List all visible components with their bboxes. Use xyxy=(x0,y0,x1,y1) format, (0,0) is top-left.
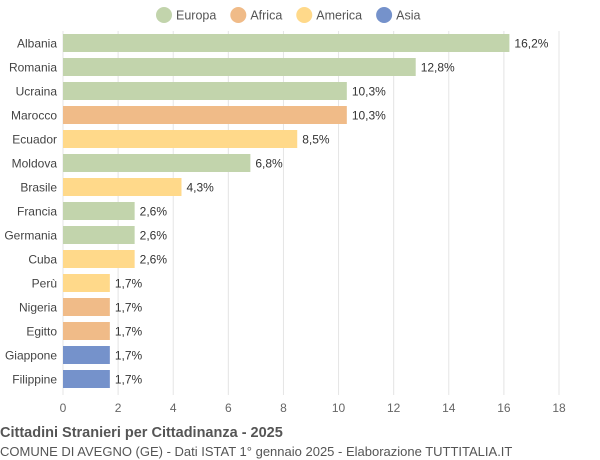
bar xyxy=(63,130,298,148)
legend-marker xyxy=(296,7,313,23)
bar xyxy=(63,82,347,100)
legend-label: Africa xyxy=(250,9,282,23)
legend-label: Europa xyxy=(176,9,216,23)
category-label: Ucraina xyxy=(16,85,58,99)
bar xyxy=(63,58,416,76)
x-tick-label: 10 xyxy=(332,401,346,415)
x-tick-label: 16 xyxy=(497,401,511,415)
data-label: 12,8% xyxy=(421,61,455,75)
legend-label: America xyxy=(316,9,362,23)
bar xyxy=(63,346,110,364)
category-label: Moldova xyxy=(12,157,58,171)
data-label: 6,8% xyxy=(255,157,283,171)
bar xyxy=(63,154,251,172)
category-label: Filippine xyxy=(12,373,57,387)
category-label: Egitto xyxy=(26,325,57,339)
category-label: Francia xyxy=(17,205,57,219)
category-label: Germania xyxy=(4,229,57,243)
category-label: Marocco xyxy=(11,109,57,123)
x-tick-label: 8 xyxy=(280,401,287,415)
chart-subtitle: COMUNE DI AVEGNO (GE) - Dati ISTAT 1° ge… xyxy=(0,444,513,459)
legend-marker xyxy=(230,7,247,23)
legend-label: Asia xyxy=(396,9,420,23)
data-label: 1,7% xyxy=(115,373,143,387)
x-tick-label: 14 xyxy=(442,401,456,415)
category-label: Ecuador xyxy=(12,133,57,147)
chart-title: Cittadini Stranieri per Cittadinanza - 2… xyxy=(0,425,283,441)
category-label: Perù xyxy=(32,277,57,291)
legend-marker xyxy=(156,7,172,23)
data-label: 1,7% xyxy=(115,349,143,363)
legend-marker xyxy=(376,7,393,23)
bar xyxy=(63,34,510,52)
data-label: 10,3% xyxy=(352,85,386,99)
x-tick-label: 18 xyxy=(552,401,566,415)
bar xyxy=(63,370,110,388)
category-label: Cuba xyxy=(28,253,57,267)
bar xyxy=(63,226,135,244)
data-label: 2,6% xyxy=(140,229,168,243)
category-label: Romania xyxy=(9,61,57,75)
x-tick-label: 2 xyxy=(115,401,122,415)
data-label: 8,5% xyxy=(302,133,330,147)
data-label: 2,6% xyxy=(140,253,168,267)
x-tick-label: 6 xyxy=(225,401,232,415)
bar xyxy=(63,202,135,220)
category-label: Giappone xyxy=(5,349,57,363)
data-label: 10,3% xyxy=(352,109,386,123)
x-tick-label: 12 xyxy=(387,401,401,415)
bar xyxy=(63,178,182,196)
data-label: 1,7% xyxy=(115,277,143,291)
x-tick-label: 0 xyxy=(60,401,67,415)
category-label: Brasile xyxy=(20,181,57,195)
category-label: Nigeria xyxy=(19,301,57,315)
bar xyxy=(63,298,110,316)
data-label: 2,6% xyxy=(140,205,168,219)
bar xyxy=(63,106,347,124)
bar xyxy=(63,322,110,340)
bar-chart: 0 2 4 6 8 10 12 14 16 18 Albania 16,2% Romania 12,8% U… xyxy=(4,7,566,415)
category-label: Albania xyxy=(17,37,57,51)
data-label: 1,7% xyxy=(115,301,143,315)
data-label: 16,2% xyxy=(514,37,548,51)
x-tick-label: 4 xyxy=(170,401,177,415)
bar xyxy=(63,274,110,292)
bar xyxy=(63,250,135,268)
data-label: 1,7% xyxy=(115,325,143,339)
data-label: 4,3% xyxy=(186,181,214,195)
